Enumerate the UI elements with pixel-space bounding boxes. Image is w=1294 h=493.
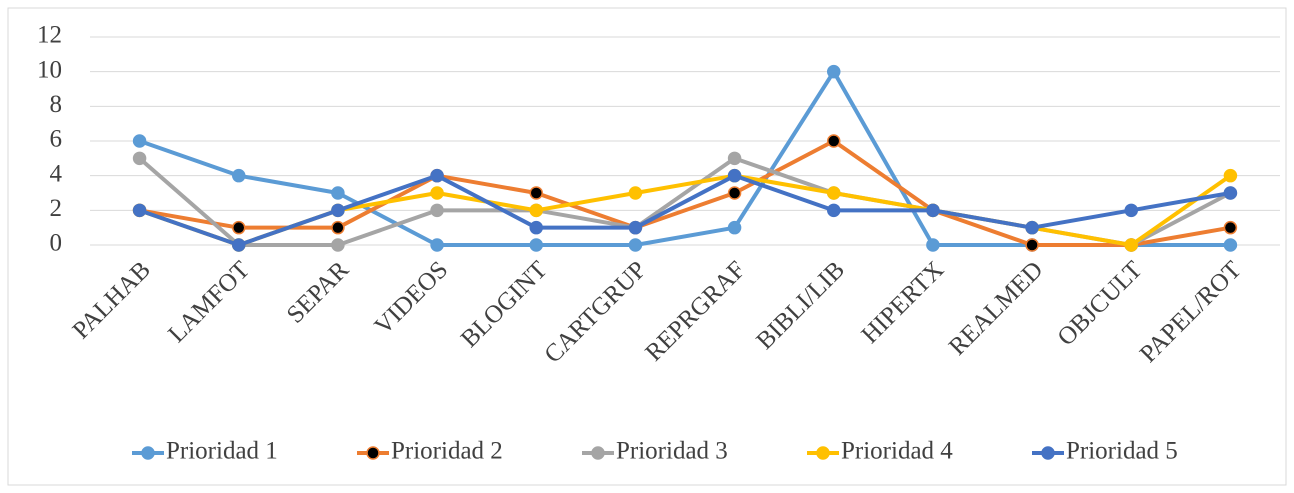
point — [1223, 186, 1238, 200]
legend-marker — [816, 446, 830, 460]
point — [232, 168, 246, 183]
legend-label: Prioridad 4 — [841, 438, 953, 465]
point — [529, 238, 543, 252]
point — [628, 220, 643, 235]
point — [727, 168, 742, 183]
y-tick-label: 10 — [37, 56, 62, 83]
point — [628, 238, 643, 252]
legend-marker — [141, 446, 155, 460]
legend-marker — [366, 446, 380, 460]
point — [331, 203, 345, 218]
point — [529, 203, 543, 218]
point — [727, 220, 742, 235]
point — [1025, 238, 1039, 252]
point — [132, 151, 147, 166]
series-line — [138, 173, 1231, 247]
legend-marker — [591, 446, 605, 460]
point — [430, 186, 444, 200]
point — [926, 238, 940, 252]
point — [1223, 238, 1238, 252]
point — [331, 220, 345, 235]
point — [529, 186, 543, 200]
point — [827, 134, 841, 148]
y-tick-label: 8 — [50, 91, 63, 118]
legend-label: Prioridad 3 — [616, 438, 728, 465]
point — [1223, 220, 1238, 235]
point — [132, 134, 147, 148]
point — [331, 186, 345, 200]
point — [827, 203, 841, 218]
legend-label: Prioridad 5 — [1066, 438, 1178, 465]
point — [926, 203, 940, 218]
legend-label: Prioridad 2 — [391, 438, 503, 465]
point — [727, 186, 742, 200]
point — [1124, 203, 1138, 218]
legend-label: Prioridad 1 — [166, 438, 278, 465]
point — [430, 203, 444, 218]
point — [1124, 238, 1138, 252]
point — [529, 220, 543, 235]
y-tick-label: 0 — [50, 230, 63, 257]
point — [132, 203, 147, 218]
series-line — [139, 139, 1231, 247]
point — [331, 238, 345, 252]
point — [430, 238, 444, 252]
y-tick-label: 6 — [50, 126, 63, 153]
point — [232, 238, 246, 252]
point — [232, 220, 246, 235]
legend-marker — [1041, 446, 1055, 460]
point — [430, 168, 444, 183]
point — [628, 186, 643, 200]
y-tick-label: 12 — [37, 22, 62, 49]
y-tick-label: 4 — [50, 160, 63, 187]
point — [1223, 168, 1238, 183]
point — [827, 186, 841, 200]
y-tick-label: 2 — [50, 195, 63, 222]
point — [1025, 220, 1039, 235]
point — [727, 151, 742, 166]
point — [827, 64, 841, 79]
